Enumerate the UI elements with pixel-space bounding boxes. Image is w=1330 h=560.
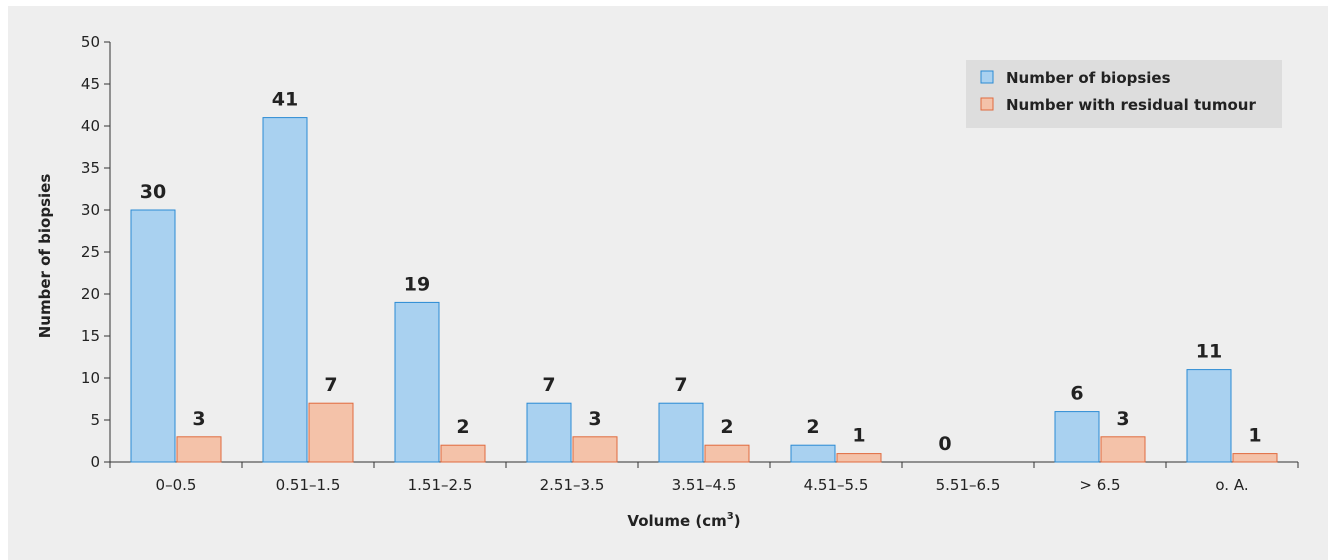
data-label-biopsies: 30 <box>140 181 166 203</box>
x-axis-title-superscript: 3 <box>727 511 734 522</box>
y-tick-label: 0 <box>90 453 100 471</box>
bar-biopsies <box>1054 411 1100 463</box>
legend-label-biopsies: Number of biopsies <box>1006 69 1171 87</box>
legend-label-residual: Number with residual tumour <box>1006 96 1256 114</box>
bar-residual <box>1232 453 1278 463</box>
y-axis-title: Number of biopsies <box>36 174 54 339</box>
data-label-residual: 3 <box>192 408 205 430</box>
x-axis-title: Volume (cm3) <box>627 511 740 530</box>
data-label-biopsies: 19 <box>404 273 430 295</box>
bar-biopsies <box>394 301 440 463</box>
y-tick-label: 20 <box>81 285 100 303</box>
y-axis: 0 5 10 15 20 25 30 35 40 45 50 <box>81 33 111 471</box>
data-label-biopsies: 2 <box>806 416 819 438</box>
y-tick-label: 15 <box>81 327 100 345</box>
bar-residual <box>440 444 486 463</box>
legend-swatch-biopsies <box>980 70 994 84</box>
data-label-biopsies: 7 <box>674 374 687 396</box>
x-tick-label: 3.51–4.5 <box>672 476 737 494</box>
legend-background <box>966 60 1282 128</box>
data-label-residual: 3 <box>1116 408 1129 430</box>
y-tick-label: 45 <box>81 75 100 93</box>
x-tick-label: o. A. <box>1215 476 1248 494</box>
bar-biopsies <box>262 117 308 463</box>
data-label-residual: 1 <box>852 425 865 447</box>
x-axis-title-text: Volume (cm <box>627 512 726 530</box>
data-label-biopsies: 41 <box>272 89 298 111</box>
data-label-residual: 2 <box>456 416 469 438</box>
x-tick-label: 4.51–5.5 <box>804 476 869 494</box>
x-tick-label: 1.51–2.5 <box>408 476 473 494</box>
chart-figure: 0 5 10 15 20 25 30 35 40 45 50 0–0.5 0.51–1.5 1.51–2… <box>8 6 1328 560</box>
data-label-residual: 1 <box>1248 425 1261 447</box>
bar-residual <box>572 436 618 463</box>
y-tick-label: 50 <box>81 33 100 51</box>
bar-biopsies <box>130 209 176 463</box>
bar-biopsies <box>790 444 836 463</box>
legend-swatch-residual <box>980 97 994 111</box>
bar-residual <box>1100 436 1146 463</box>
bar-residual <box>308 402 354 463</box>
y-tick-label: 10 <box>81 369 100 387</box>
bar-residual <box>704 444 750 463</box>
x-tick-label: > 6.5 <box>1079 476 1120 494</box>
x-tick-label: 5.51–6.5 <box>936 476 1001 494</box>
y-tick-label: 25 <box>81 243 100 261</box>
legend: Number of biopsies Number with residual … <box>966 60 1282 128</box>
data-label-biopsies: 6 <box>1070 383 1083 405</box>
data-label-residual: 3 <box>588 408 601 430</box>
bar-biopsies <box>1186 369 1232 463</box>
data-label-residual: 7 <box>324 374 337 396</box>
data-label-biopsies: 7 <box>542 374 555 396</box>
bar-residual <box>176 436 222 463</box>
y-tick-label: 5 <box>90 411 100 429</box>
bar-residual <box>836 453 882 463</box>
x-tick-label: 2.51–3.5 <box>540 476 605 494</box>
x-tick-label: 0.51–1.5 <box>276 476 341 494</box>
x-axis: 0–0.5 0.51–1.5 1.51–2.5 2.51–3.5 3.51–4.5 4.5… <box>109 461 1299 494</box>
data-label-residual: 2 <box>720 416 733 438</box>
y-tick-label: 30 <box>81 201 100 219</box>
x-axis-title-suffix: ) <box>734 512 741 530</box>
bars <box>130 117 1278 463</box>
bar-biopsies <box>658 402 704 463</box>
x-tick-label: 0–0.5 <box>156 476 197 494</box>
bar-biopsies <box>526 402 572 463</box>
data-label-biopsies: 11 <box>1196 341 1222 363</box>
y-tick-label: 35 <box>81 159 100 177</box>
data-label-biopsies: 0 <box>938 433 951 455</box>
y-tick-label: 40 <box>81 117 100 135</box>
